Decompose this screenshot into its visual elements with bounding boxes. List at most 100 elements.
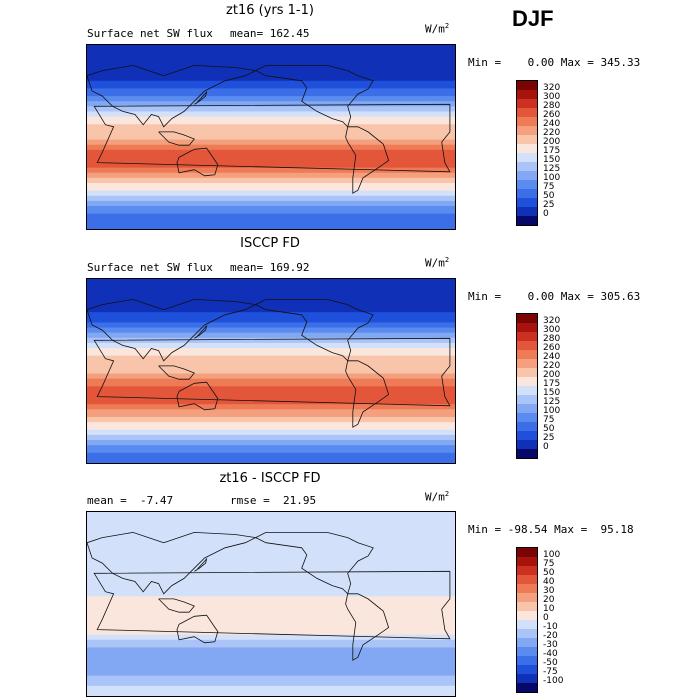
colorbar-tick-label: 260 xyxy=(543,343,561,353)
colorbar-swatch xyxy=(517,422,537,431)
zonal-band--30 xyxy=(87,401,455,405)
zonal-band--22 xyxy=(87,160,455,164)
zonal-band--25 xyxy=(87,396,455,400)
zonal-band--82 xyxy=(87,688,455,692)
coastline-3 xyxy=(255,64,374,128)
zonal-band--5 xyxy=(87,376,455,380)
colorbar-tick-label: 150 xyxy=(543,155,561,165)
coastline-2 xyxy=(176,147,219,177)
colorbar-swatch xyxy=(517,602,537,611)
colorbar-swatch xyxy=(517,665,537,674)
zonal-band--62 xyxy=(87,434,455,439)
zonal-band--50 xyxy=(87,188,455,192)
colorbar-tick-label: 75 xyxy=(543,415,555,425)
colorbar-swatch xyxy=(517,144,537,153)
zonal-band-10 xyxy=(87,126,455,130)
colorbar-tick-label: 175 xyxy=(543,146,561,156)
colorbar-swatch xyxy=(517,108,537,117)
zonal-band--80 xyxy=(87,452,455,456)
zonal-band--87 xyxy=(87,460,455,463)
colorbar-tick-label: 25 xyxy=(543,433,555,443)
zonal-band-28 xyxy=(87,342,455,347)
zonal-band--72 xyxy=(87,678,455,682)
colorbar-tick-label: -30 xyxy=(543,640,558,650)
zonal-band-38 xyxy=(87,98,455,102)
zonal-band--85 xyxy=(87,690,455,695)
colorbar-swatch xyxy=(517,683,537,692)
zonal-band-50 xyxy=(87,319,455,324)
zonal-band-45 xyxy=(87,325,455,329)
zonal-band-23 xyxy=(87,581,455,585)
colorbar-tick-label: 300 xyxy=(543,325,561,335)
zonal-band--80 xyxy=(87,685,455,689)
zonal-band-43 xyxy=(87,560,455,564)
colorbar-swatch xyxy=(517,629,537,638)
colorbar-swatch xyxy=(517,189,537,198)
colorbar-swatch xyxy=(517,126,537,135)
panel-2-map-svg xyxy=(87,279,455,463)
zonal-band--67 xyxy=(87,206,455,210)
zonal-band--35 xyxy=(87,172,455,176)
zonal-band-80 xyxy=(87,522,455,528)
colorbar-tick-label: 0 xyxy=(543,442,549,452)
colorbar-tick-label: 0 xyxy=(543,209,549,219)
colorbar-tick-label: 10 xyxy=(543,604,555,614)
panel-2-variable-label: Surface net SW flux xyxy=(87,261,213,274)
colorbar-tick-label: 300 xyxy=(543,92,561,102)
zonal-band--55 xyxy=(87,193,455,197)
zonal-band--72 xyxy=(87,445,455,449)
zonal-band--87 xyxy=(87,693,455,696)
zonal-band--70 xyxy=(87,442,455,446)
coastline-1 xyxy=(93,337,451,407)
zonal-band-20 xyxy=(87,350,455,354)
panel-1-colorbar xyxy=(516,80,538,226)
colorbar-swatch xyxy=(517,611,537,620)
zonal-band-85 xyxy=(87,50,455,56)
zonal-band-85 xyxy=(87,284,455,290)
zonal-band-60 xyxy=(87,75,455,79)
zonal-band--37 xyxy=(87,642,455,646)
zonal-band-75 xyxy=(87,294,455,301)
zonal-band-53 xyxy=(87,317,455,321)
panel-1-range-label: Min = 0.00 Max = 345.33 xyxy=(468,56,641,69)
colorbar-swatch xyxy=(517,548,537,557)
zonal-band--77 xyxy=(87,683,455,687)
colorbar-swatch xyxy=(517,350,537,359)
colorbar-swatch xyxy=(517,593,537,602)
colorbar-tick-label: 50 xyxy=(543,568,555,578)
zonal-band-23 xyxy=(87,114,455,118)
zonal-band-70 xyxy=(87,299,455,306)
zonal-band--30 xyxy=(87,167,455,171)
zonal-band--65 xyxy=(87,670,455,674)
coastline-6 xyxy=(194,90,208,105)
colorbar-swatch xyxy=(517,638,537,647)
panel-3-map xyxy=(86,511,456,697)
zonal-band--65 xyxy=(87,203,455,207)
colorbar-swatch xyxy=(517,341,537,350)
zonal-band--50 xyxy=(87,422,455,426)
zonal-band-8 xyxy=(87,596,455,600)
zonal-band--2 xyxy=(87,139,455,143)
colorbar-tick-label: 0 xyxy=(543,613,549,623)
coastline-6 xyxy=(194,324,208,339)
zonal-band--10 xyxy=(87,147,455,151)
zonal-band-3 xyxy=(87,368,455,372)
colorbar-swatch xyxy=(517,216,537,225)
zonal-band-8 xyxy=(87,129,455,133)
colorbar-tick-label: -20 xyxy=(543,631,558,641)
zonal-band--70 xyxy=(87,208,455,212)
zonal-band--20 xyxy=(87,624,455,628)
colorbar-swatch xyxy=(517,171,537,180)
zonal-band-90 xyxy=(87,279,455,285)
zonal-band-10 xyxy=(87,360,455,364)
zonal-band-40 xyxy=(87,563,455,567)
zonal-band--55 xyxy=(87,427,455,431)
zonal-band--77 xyxy=(87,216,455,220)
zonal-band-55 xyxy=(87,547,455,551)
colorbar-swatch xyxy=(517,135,537,144)
colorbar-swatch xyxy=(517,117,537,126)
zonal-band-35 xyxy=(87,568,455,572)
zonal-band-40 xyxy=(87,96,455,100)
zonal-band--52 xyxy=(87,424,455,428)
coastline-6 xyxy=(194,557,208,572)
